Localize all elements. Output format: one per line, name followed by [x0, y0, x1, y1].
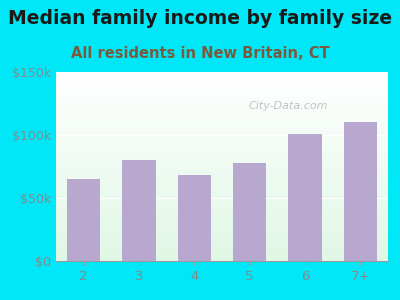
- Bar: [122, 160, 156, 261]
- Bar: [344, 122, 377, 261]
- Text: All residents in New Britain, CT: All residents in New Britain, CT: [71, 46, 329, 62]
- Text: City-Data.com: City-Data.com: [249, 101, 328, 111]
- Text: Median family income by family size: Median family income by family size: [8, 9, 392, 28]
- Bar: [67, 179, 100, 261]
- Bar: [288, 134, 322, 261]
- Bar: [178, 175, 211, 261]
- Bar: [233, 163, 266, 261]
